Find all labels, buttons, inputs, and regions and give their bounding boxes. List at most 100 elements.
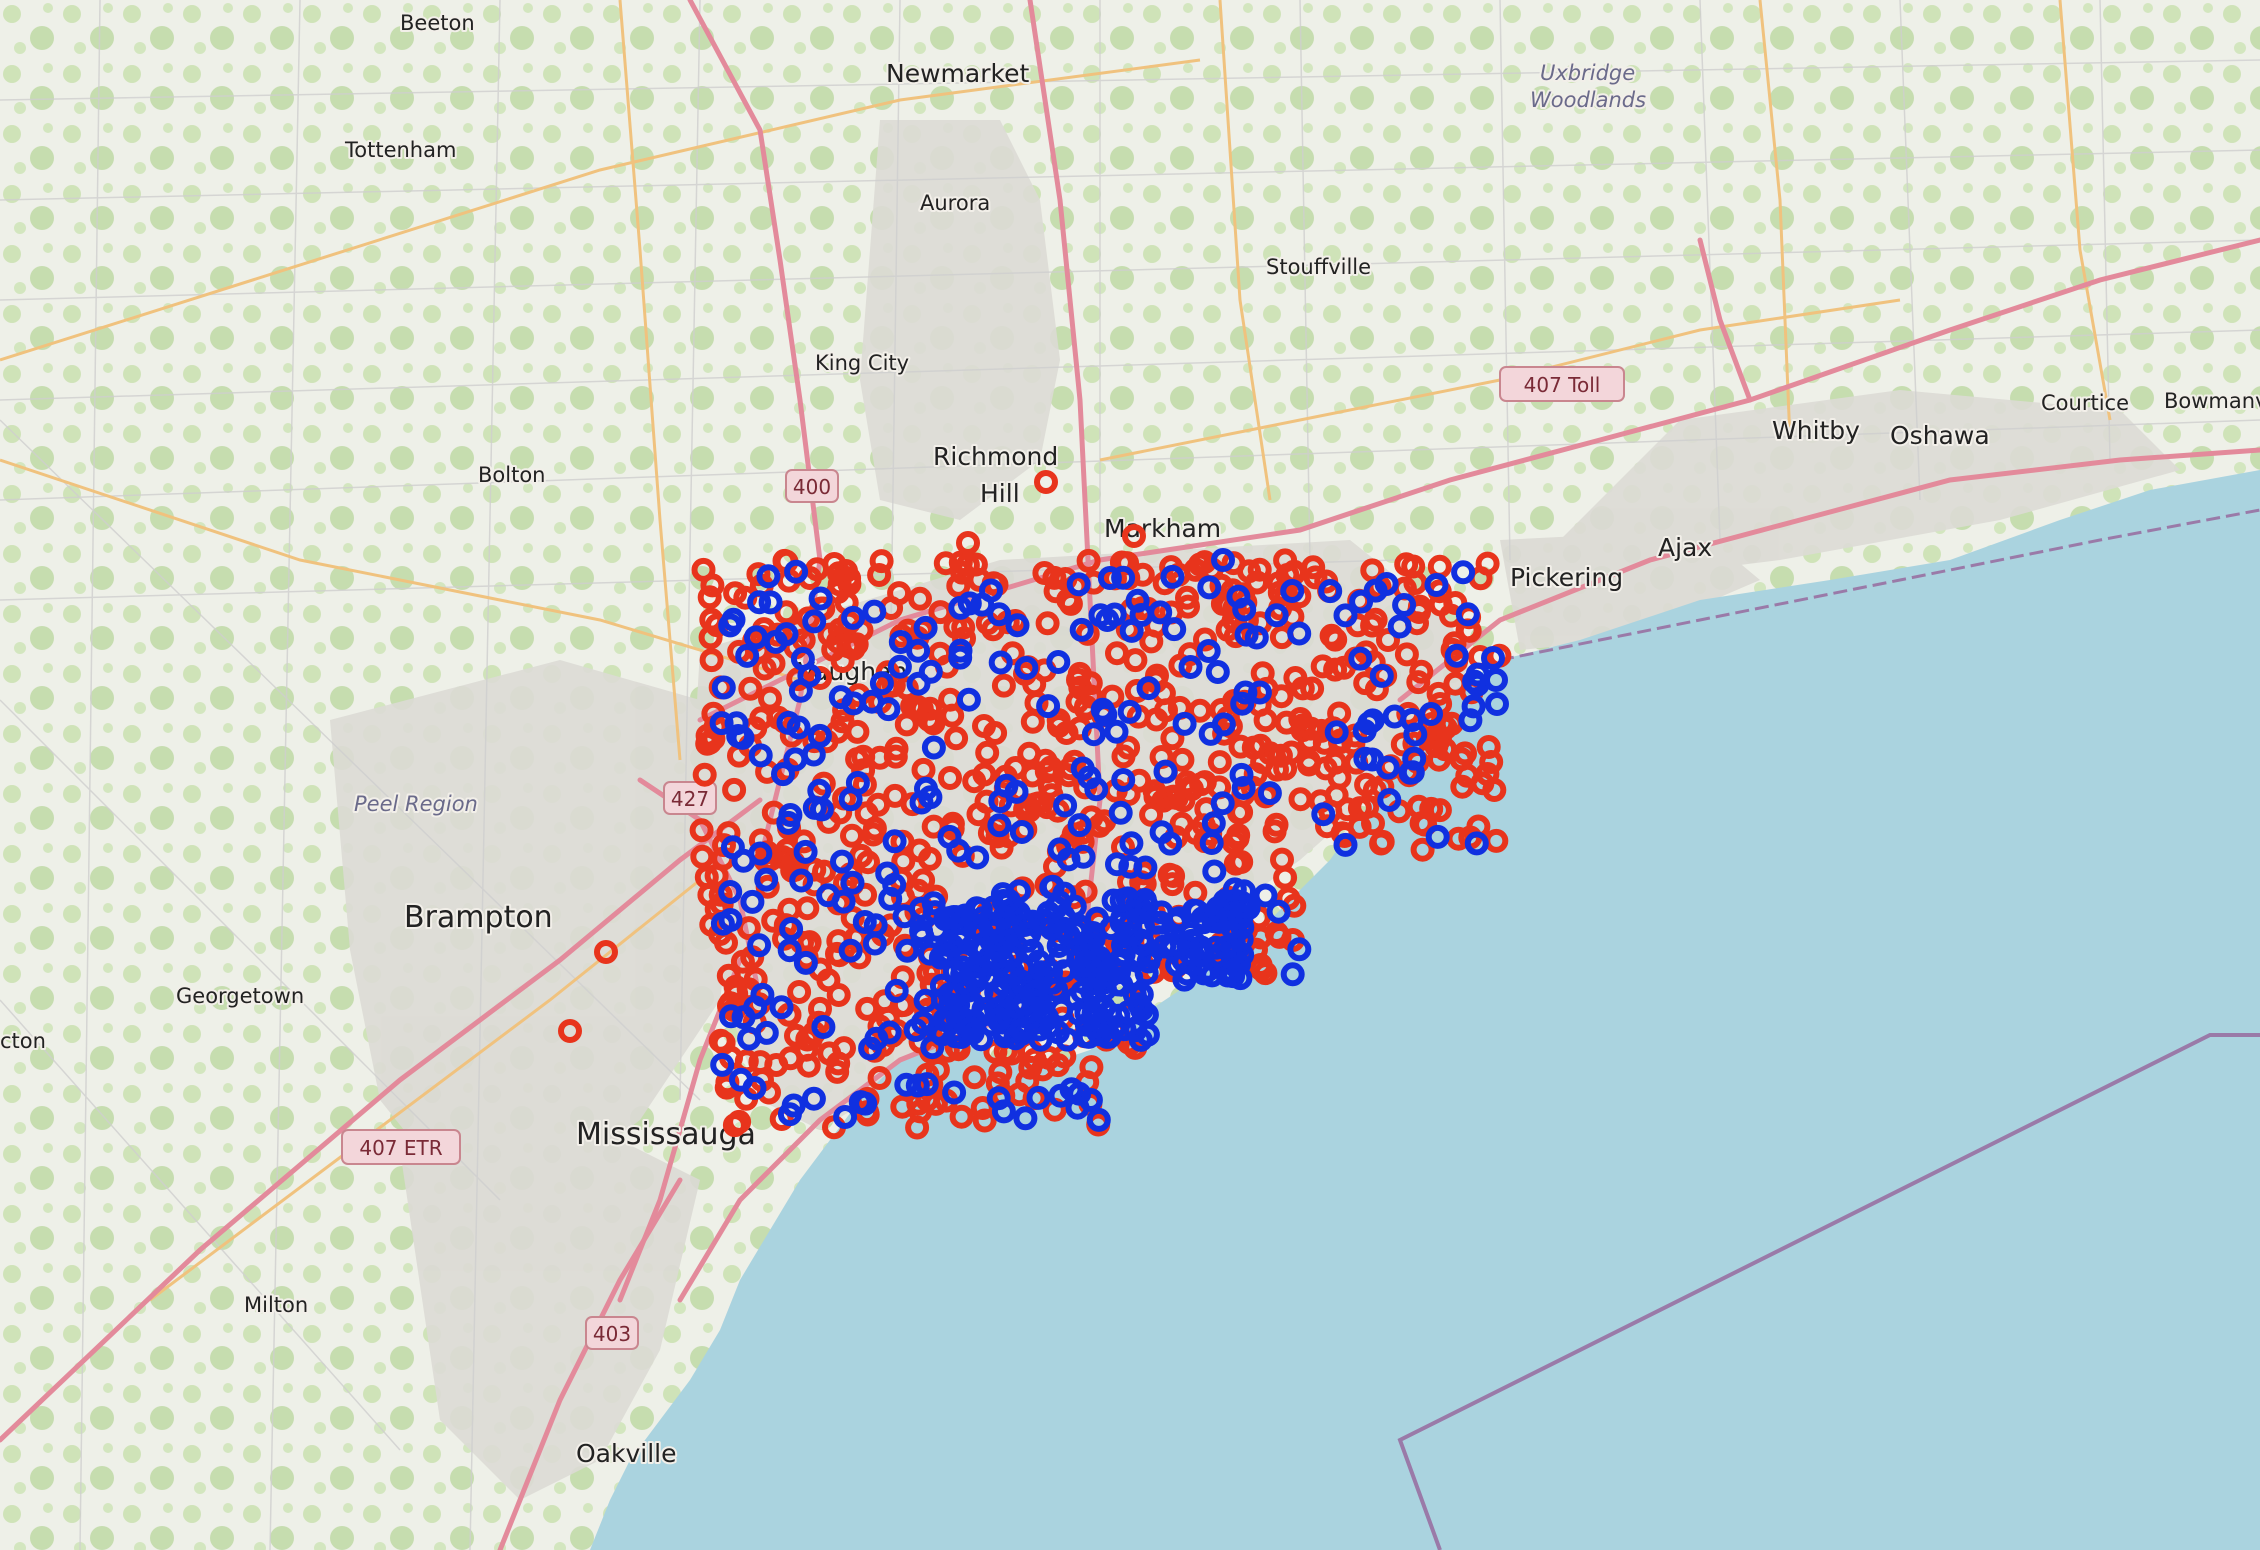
marker-blue[interactable]: [987, 602, 1012, 627]
marker-blue[interactable]: [1461, 694, 1486, 719]
marker-red[interactable]: [1034, 470, 1058, 494]
marker-red[interactable]: [723, 581, 748, 606]
marker-red[interactable]: [1433, 715, 1458, 740]
marker-blue[interactable]: [1280, 579, 1305, 603]
marker-blue[interactable]: [990, 882, 1015, 907]
marker-red[interactable]: [1209, 573, 1234, 598]
marker-blue[interactable]: [718, 613, 743, 638]
marker-red[interactable]: [1394, 642, 1419, 667]
marker-blue[interactable]: [1205, 660, 1230, 684]
marker-blue[interactable]: [1086, 1107, 1111, 1132]
marker-blue[interactable]: [1363, 578, 1388, 603]
marker-blue[interactable]: [1348, 646, 1373, 671]
marker-blue[interactable]: [1172, 711, 1197, 736]
marker-red[interactable]: [894, 676, 919, 701]
marker-blue[interactable]: [1067, 813, 1092, 838]
marker-blue[interactable]: [1066, 572, 1091, 597]
marker-blue[interactable]: [1144, 910, 1168, 935]
marker-red[interactable]: [853, 882, 878, 907]
marker-red[interactable]: [736, 916, 761, 941]
marker-red[interactable]: [1122, 524, 1146, 548]
marker-red[interactable]: [1161, 864, 1186, 888]
marker-blue[interactable]: [877, 1020, 902, 1045]
marker-blue[interactable]: [859, 689, 884, 714]
marker-red[interactable]: [1020, 709, 1045, 734]
marker-red[interactable]: [1449, 747, 1474, 772]
marker-red[interactable]: [558, 1019, 582, 1043]
marker-blue[interactable]: [771, 762, 795, 787]
marker-red[interactable]: [1045, 1053, 1070, 1078]
marker-red[interactable]: [1124, 679, 1149, 703]
marker-blue[interactable]: [1318, 579, 1343, 604]
marker-red[interactable]: [1475, 551, 1500, 576]
marker-blue[interactable]: [1108, 948, 1132, 973]
marker-red[interactable]: [826, 629, 850, 654]
marker-blue[interactable]: [1234, 622, 1259, 647]
marker-red[interactable]: [1159, 555, 1184, 580]
marker-red[interactable]: [1245, 570, 1269, 595]
marker-red[interactable]: [962, 769, 987, 794]
marker-blue[interactable]: [1026, 1085, 1051, 1110]
marker-blue[interactable]: [884, 978, 909, 1003]
marker-red[interactable]: [1406, 670, 1431, 695]
marker-red[interactable]: [1175, 585, 1199, 610]
marker-blue[interactable]: [1032, 1000, 1057, 1025]
marker-blue[interactable]: [1484, 668, 1508, 692]
marker-red[interactable]: [1157, 785, 1182, 810]
marker-red[interactable]: [691, 557, 716, 582]
marker-blue[interactable]: [1369, 663, 1394, 688]
marker-red[interactable]: [949, 1104, 974, 1129]
marker-red[interactable]: [1268, 743, 1293, 768]
marker-blue[interactable]: [1081, 722, 1106, 747]
marker-red[interactable]: [921, 711, 946, 736]
marker-red[interactable]: [991, 673, 1016, 698]
marker-red[interactable]: [690, 844, 715, 869]
marker-red[interactable]: [867, 563, 892, 587]
marker-red[interactable]: [722, 777, 747, 802]
marker-blue[interactable]: [754, 867, 779, 892]
marker-blue[interactable]: [965, 845, 990, 870]
marker-red[interactable]: [723, 974, 748, 999]
marker-blue[interactable]: [1052, 916, 1077, 941]
marker-blue[interactable]: [709, 711, 734, 736]
marker-blue[interactable]: [1162, 617, 1187, 642]
marker-blue[interactable]: [1136, 676, 1161, 701]
marker-blue[interactable]: [1009, 820, 1034, 844]
marker-red[interactable]: [699, 648, 724, 673]
marker-red[interactable]: [854, 801, 879, 826]
marker-blue[interactable]: [777, 938, 802, 963]
marker-blue[interactable]: [1266, 899, 1291, 924]
marker-blue[interactable]: [769, 995, 794, 1020]
marker-red[interactable]: [787, 980, 812, 1004]
marker-blue[interactable]: [1458, 708, 1483, 733]
marker-blue[interactable]: [747, 590, 772, 615]
marker-red[interactable]: [1111, 744, 1136, 769]
marker-blue[interactable]: [906, 671, 931, 696]
marker-blue[interactable]: [920, 1035, 945, 1060]
marker-blue[interactable]: [1400, 760, 1425, 785]
marker-red[interactable]: [1273, 865, 1298, 890]
marker-blue[interactable]: [887, 654, 912, 679]
marker-blue[interactable]: [906, 638, 931, 663]
marker-red[interactable]: [758, 686, 782, 711]
marker-blue[interactable]: [888, 630, 913, 654]
marker-blue[interactable]: [777, 1102, 802, 1127]
marker-red[interactable]: [689, 818, 714, 843]
marker-red[interactable]: [1288, 787, 1313, 812]
marker-blue[interactable]: [1444, 643, 1469, 668]
marker-blue[interactable]: [1324, 720, 1349, 745]
marker-red[interactable]: [1310, 654, 1335, 679]
marker-red[interactable]: [1018, 1055, 1043, 1080]
marker-blue[interactable]: [895, 938, 920, 963]
marker-red[interactable]: [808, 666, 832, 690]
marker-red[interactable]: [944, 726, 969, 751]
marker-blue[interactable]: [969, 979, 994, 1004]
marker-blue[interactable]: [869, 671, 894, 696]
marker-blue[interactable]: [748, 743, 773, 768]
marker-blue[interactable]: [1287, 621, 1312, 646]
marker-blue[interactable]: [1230, 691, 1255, 716]
marker-blue[interactable]: [1485, 692, 1509, 716]
marker-blue[interactable]: [793, 950, 818, 975]
marker-blue[interactable]: [729, 1067, 753, 1092]
marker-blue[interactable]: [894, 1072, 919, 1097]
